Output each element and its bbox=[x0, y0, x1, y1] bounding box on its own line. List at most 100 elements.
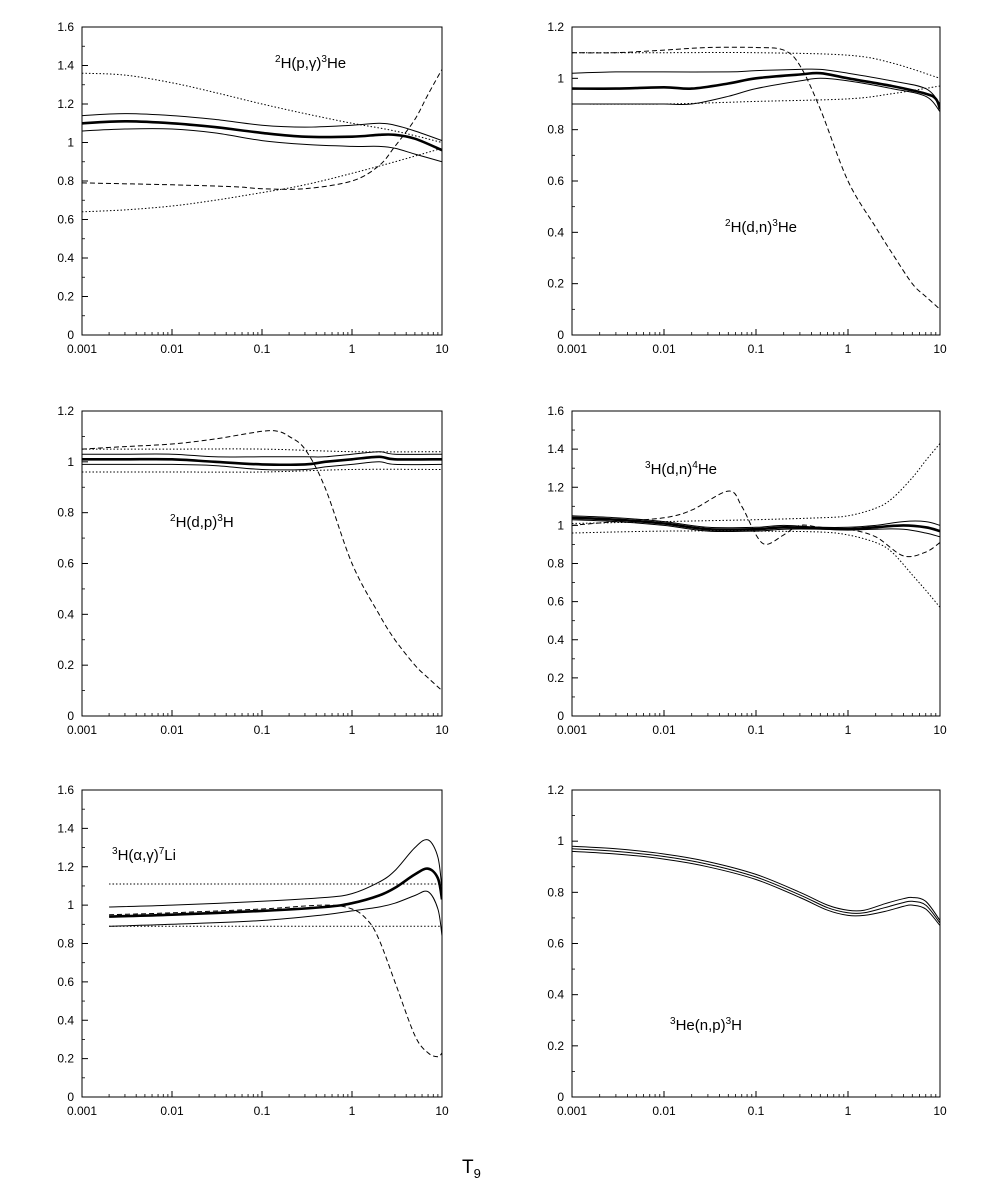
y-tick-label: 0 bbox=[67, 1090, 74, 1104]
plot-frame bbox=[571, 26, 941, 336]
title-text: He(n,p) bbox=[676, 1017, 726, 1034]
plot-frame bbox=[81, 789, 443, 1098]
series-recommended-line bbox=[572, 516, 940, 533]
y-tick-label: 0.6 bbox=[547, 937, 564, 951]
x-axis-label: T9 bbox=[462, 1157, 481, 1181]
panel-2h-d-p-3h: 0.001 0.01 0.1 1 10 0 0.2 0.4 0.6 0.8 1 1.2 2H(d,p)3… bbox=[57, 404, 449, 737]
series-lower-line bbox=[572, 519, 940, 538]
title-text: , bbox=[142, 847, 146, 864]
title-superscript: 7 bbox=[159, 846, 165, 857]
series-dotted-lower-line bbox=[82, 468, 442, 473]
series-group bbox=[572, 46, 940, 310]
y-tick-label: 0.2 bbox=[547, 277, 564, 291]
y-tick-label: 1.2 bbox=[547, 783, 564, 797]
title-text: ) bbox=[316, 55, 321, 72]
series-group bbox=[109, 839, 442, 1058]
y-tick-label: 0.4 bbox=[57, 251, 74, 265]
panel-2h-d-n-3he: 0.001 0.01 0.1 1 10 0 0.2 0.4 0.6 0.8 1 1.2 2H(d,n)3… bbox=[547, 20, 947, 356]
title-superscript: 3 bbox=[645, 460, 651, 471]
y-tick-label: 1.6 bbox=[547, 404, 564, 418]
panel-3h-alpha-gamma-7li: 0.001 0.01 0.1 1 10 0 0.2 0.4 0.6 0.8 1 1.2 1.4 1.6 3H… bbox=[57, 783, 449, 1118]
x-tick-label: 10 bbox=[933, 1104, 947, 1118]
y-tick-label: 0 bbox=[557, 1090, 564, 1104]
title-superscript: 3 bbox=[772, 218, 778, 229]
series-lower-line bbox=[82, 128, 442, 163]
series-group bbox=[82, 69, 442, 213]
plot-frame bbox=[571, 410, 941, 717]
y-tick-label: 1 bbox=[557, 834, 564, 848]
y-tick-label: 0.4 bbox=[57, 1013, 74, 1027]
series-dashed-line bbox=[572, 46, 940, 310]
title-superscript: 3 bbox=[670, 1016, 676, 1027]
title-superscript: 4 bbox=[692, 460, 698, 471]
title-text: H(d,n) bbox=[651, 461, 693, 478]
y-tick-label: 1.6 bbox=[57, 783, 74, 797]
title-superscript: 2 bbox=[725, 218, 731, 229]
panel-title: 3H(α,γ)7Li bbox=[112, 846, 176, 864]
y-tick-label: 0.6 bbox=[547, 174, 564, 188]
y-tick-label: 0 bbox=[557, 709, 564, 723]
plot-frame bbox=[571, 789, 941, 1098]
series-dotted-lower-line bbox=[572, 530, 940, 608]
y-tick-label: 0.8 bbox=[57, 937, 74, 951]
y-tick-label: 1 bbox=[67, 898, 74, 912]
title-text: H bbox=[223, 514, 234, 531]
panel-2h-p-gamma-3he: 0.001 0.01 0.1 1 1000.20.40.60.811.21.41.62H… bbox=[57, 20, 449, 356]
panel-title: 2H(p,γ)3He bbox=[275, 54, 346, 72]
title-text: H( bbox=[118, 847, 134, 864]
title-text: γ bbox=[309, 55, 317, 72]
x-tick-label: 1 bbox=[845, 723, 852, 737]
title-superscript: 3 bbox=[726, 1016, 732, 1027]
x-tick-label: 1 bbox=[349, 1104, 356, 1118]
y-tick-label: 0.8 bbox=[547, 123, 564, 137]
x-tick-label: 10 bbox=[933, 723, 947, 737]
title-text: Li bbox=[164, 847, 176, 864]
y-tick-label: 1.6 bbox=[57, 20, 74, 34]
x-tick-label: 0.01 bbox=[652, 1104, 676, 1118]
series-dotted-upper-line bbox=[572, 51, 940, 79]
y-tick-label: 1.2 bbox=[57, 860, 74, 874]
y-tick-label: 0.2 bbox=[57, 1052, 74, 1066]
x-tick-label: 0.1 bbox=[254, 342, 271, 356]
y-tick-label: 0.4 bbox=[547, 225, 564, 239]
series-recommended-line bbox=[82, 120, 442, 152]
y-tick-label: 0.2 bbox=[57, 290, 74, 304]
x-tick-label: 10 bbox=[435, 342, 449, 356]
x-axis-label-main: T bbox=[462, 1157, 474, 1178]
series-dotted-upper-line bbox=[82, 448, 442, 453]
x-tick-label: 0.001 bbox=[557, 1104, 587, 1118]
series-lower-line bbox=[572, 850, 940, 926]
y-tick-label: 0.6 bbox=[547, 595, 564, 609]
y-tick-label: 1 bbox=[67, 455, 74, 469]
y-tick-label: 0.8 bbox=[547, 885, 564, 899]
x-tick-label: 0.01 bbox=[652, 723, 676, 737]
series-lower-line bbox=[572, 77, 940, 113]
series-upper-line bbox=[82, 451, 442, 458]
series-upper-line bbox=[572, 845, 940, 921]
series-dotted-upper-line bbox=[572, 443, 940, 524]
y-tick-label: 0.4 bbox=[57, 607, 74, 621]
y-tick-label: 0.2 bbox=[547, 671, 564, 685]
title-superscript: 3 bbox=[112, 846, 118, 857]
panel-3h-d-n-4he: 0.001 0.01 0.1 1 1000.20.40.60.811.21.41.63H… bbox=[547, 404, 947, 737]
x-tick-label: 0.1 bbox=[748, 342, 765, 356]
series-group bbox=[572, 845, 940, 926]
series-dashed-line bbox=[82, 430, 442, 691]
y-tick-label: 0.2 bbox=[547, 1039, 564, 1053]
series-dotted-lower-line bbox=[82, 147, 442, 213]
title-text: α bbox=[133, 847, 142, 864]
x-tick-label: 0.001 bbox=[67, 1104, 97, 1118]
series-group bbox=[82, 430, 442, 691]
panel-title: 2H(d,p)3H bbox=[170, 513, 234, 531]
x-tick-label: 0.001 bbox=[67, 723, 97, 737]
x-tick-label: 1 bbox=[349, 723, 356, 737]
title-superscript: 3 bbox=[321, 54, 327, 65]
title-text: He bbox=[327, 55, 346, 72]
title-text: H(p, bbox=[281, 55, 309, 72]
series-lower-line bbox=[109, 890, 442, 936]
x-tick-label: 10 bbox=[933, 342, 947, 356]
plot-frame bbox=[81, 26, 443, 336]
title-superscript: 2 bbox=[170, 513, 176, 524]
x-tick-label: 0.001 bbox=[557, 723, 587, 737]
